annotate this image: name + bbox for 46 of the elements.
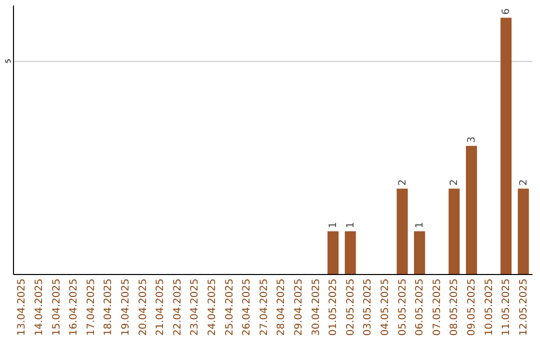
x-tick-label: 08.05.2025 — [449, 278, 460, 336]
x-tick-label: 14.04.2025 — [34, 278, 45, 336]
x-tick-label: 07.05.2025 — [432, 278, 443, 336]
data-label: 2 — [518, 179, 530, 186]
x-tick-label: 27.04.2025 — [258, 278, 270, 336]
x-tick-label: 29.04.2025 — [293, 278, 304, 336]
x-tick-label: 09.05.2025 — [466, 278, 478, 336]
x-tick-label: 23.04.2025 — [190, 278, 201, 336]
x-tick-label: 05.05.2025 — [397, 278, 408, 336]
bar — [500, 18, 512, 274]
data-label: 6 — [501, 8, 512, 15]
bar — [414, 231, 426, 274]
x-tick-label: 28.04.2025 — [276, 278, 288, 336]
x-tick-label: 03.05.2025 — [362, 278, 374, 336]
x-tick-label: 15.04.2025 — [51, 278, 62, 336]
x-tick-label: 16.04.2025 — [68, 278, 80, 336]
bar — [328, 231, 339, 274]
x-tick-label: 20.04.2025 — [138, 278, 149, 336]
x-tick-label: 19.04.2025 — [120, 278, 132, 336]
x-tick-label: 24.04.2025 — [206, 278, 218, 336]
bar — [518, 188, 529, 274]
data-label: 1 — [345, 222, 356, 228]
x-tick-label: 04.05.2025 — [380, 278, 391, 336]
data-label: 2 — [449, 179, 460, 186]
x-tick-label: 06.05.2025 — [414, 278, 426, 336]
x-tick-label: 21.04.2025 — [155, 278, 166, 336]
x-tick-label: 22.04.2025 — [172, 278, 184, 336]
x-tick-label: 25.04.2025 — [224, 278, 236, 336]
x-tick-label: 02.05.2025 — [345, 278, 356, 336]
bar — [396, 188, 408, 274]
x-tick-label: 01.05.2025 — [328, 278, 340, 336]
x-tick-label: 26.04.2025 — [242, 278, 253, 336]
bar — [344, 231, 356, 274]
x-tick-label: 18.04.2025 — [103, 278, 114, 336]
data-label: 2 — [397, 179, 408, 186]
x-tick-label: 17.04.2025 — [86, 278, 97, 336]
data-label: 3 — [466, 136, 478, 143]
bar — [466, 146, 477, 274]
x-tick-label: 13.04.2025 — [16, 278, 28, 336]
x-tick-label: 30.04.2025 — [310, 278, 322, 336]
data-label: 1 — [414, 222, 426, 228]
x-tick-label: 10.05.2025 — [484, 278, 495, 336]
data-label: 1 — [328, 222, 340, 228]
x-tick-label: 12.05.2025 — [518, 278, 530, 336]
x-tick-label: 11.05.2025 — [501, 278, 512, 336]
bar — [448, 188, 460, 274]
